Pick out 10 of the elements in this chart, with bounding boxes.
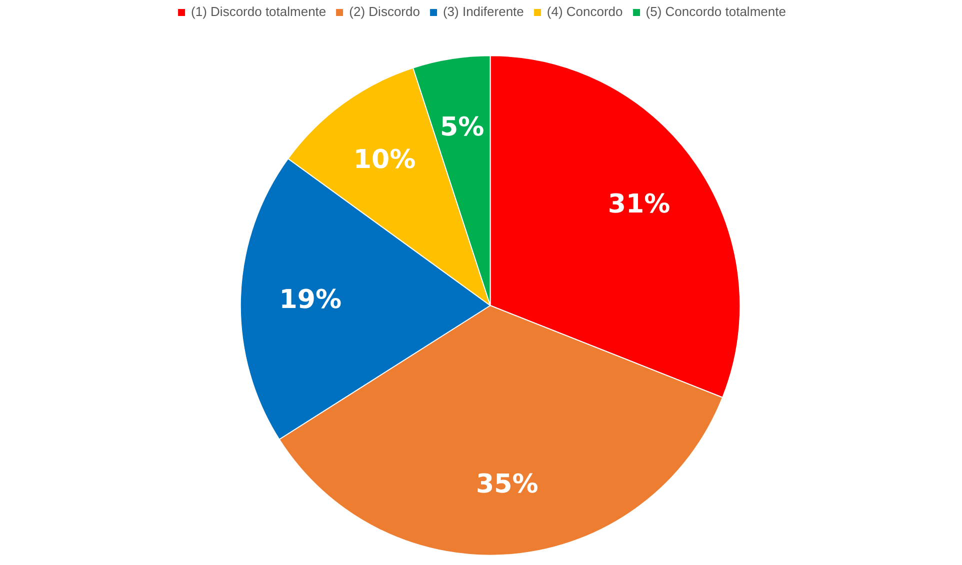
legend-label: (4) Concordo: [546, 4, 623, 19]
data-label: 10%: [353, 144, 416, 175]
legend-label: (5) Concordo totalmente: [646, 4, 786, 19]
legend-label: (2) Discordo: [349, 4, 420, 19]
data-label: 35%: [476, 470, 538, 500]
data-label: 19%: [279, 284, 342, 315]
data-label: 31%: [608, 189, 670, 220]
legend-label: (3) Indiferente: [442, 4, 524, 19]
data-label: 5%: [440, 112, 484, 143]
legend-label: (1) Discordo totalmente: [191, 4, 326, 19]
